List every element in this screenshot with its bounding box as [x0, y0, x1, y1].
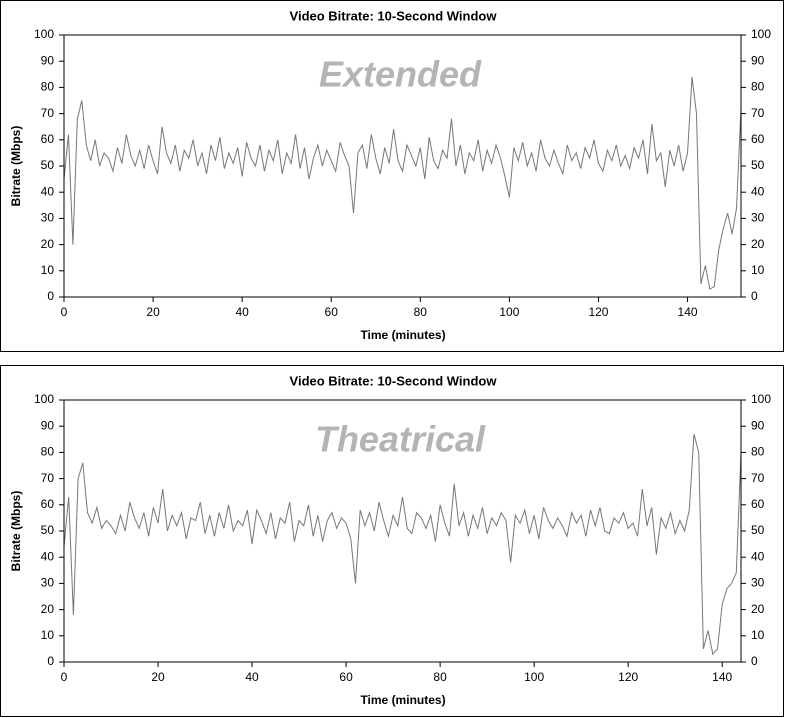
x-tick-label: 20 — [146, 305, 160, 319]
y-tick-label-right: 20 — [751, 237, 765, 251]
y-tick-label: 100 — [34, 27, 54, 41]
x-tick-label: 80 — [433, 670, 447, 684]
y-tick-label-right: 80 — [751, 80, 765, 94]
y-tick-label-right: 0 — [751, 654, 758, 668]
y-tick-label: 30 — [41, 211, 55, 225]
y-tick-label: 0 — [47, 654, 54, 668]
y-tick-label: 70 — [41, 471, 55, 485]
y-tick-label: 20 — [41, 237, 55, 251]
y-tick-label-right: 10 — [751, 263, 765, 277]
x-tick-label: 60 — [325, 305, 339, 319]
x-tick-label: 20 — [151, 670, 165, 684]
y-tick-label: 60 — [41, 132, 55, 146]
x-tick-label: 120 — [618, 670, 638, 684]
x-tick-label: 140 — [678, 305, 698, 319]
y-tick-label: 60 — [41, 497, 55, 511]
chart-title: Video Bitrate: 10-Second Window — [290, 373, 498, 388]
x-tick-label: 0 — [61, 305, 68, 319]
panel-border — [0, 0, 784, 352]
y-tick-label-right: 60 — [751, 497, 765, 511]
y-tick-label-right: 0 — [751, 289, 758, 303]
bitrate-line — [63, 76, 742, 290]
y-tick-label-right: 50 — [751, 158, 765, 172]
watermark: Extended — [319, 54, 482, 95]
y-tick-label: 40 — [41, 549, 55, 563]
x-axis-label: Time (minutes) — [360, 693, 445, 707]
x-tick-label: 100 — [499, 305, 519, 319]
y-tick-label: 90 — [41, 418, 55, 432]
y-tick-label: 30 — [41, 576, 55, 590]
x-tick-label: 40 — [245, 670, 259, 684]
bitrate-line — [63, 433, 742, 656]
y-tick-label-right: 80 — [751, 445, 765, 459]
y-tick-label-right: 60 — [751, 132, 765, 146]
x-tick-label: 100 — [524, 670, 544, 684]
x-axis-label: Time (minutes) — [360, 328, 445, 342]
y-tick-label-right: 70 — [751, 106, 765, 120]
x-tick-label: 40 — [235, 305, 249, 319]
y-tick-label: 20 — [41, 602, 55, 616]
y-axis-label: Bitrate (Mbps) — [9, 126, 23, 207]
y-tick-label-right: 40 — [751, 184, 765, 198]
x-tick-label: 60 — [339, 670, 353, 684]
y-tick-label-right: 50 — [751, 523, 765, 537]
plot-frame — [63, 34, 742, 298]
y-axis-label: Bitrate (Mbps) — [9, 491, 23, 572]
y-tick-label-right: 100 — [751, 392, 771, 406]
y-tick-label: 40 — [41, 184, 55, 198]
y-tick-label-right: 70 — [751, 471, 765, 485]
x-tick-label: 140 — [712, 670, 732, 684]
y-tick-label: 90 — [41, 53, 55, 67]
y-tick-label-right: 20 — [751, 602, 765, 616]
y-tick-label-right: 90 — [751, 53, 765, 67]
y-tick-label: 50 — [41, 158, 55, 172]
y-tick-label-right: 100 — [751, 27, 771, 41]
y-tick-label-right: 90 — [751, 418, 765, 432]
y-tick-label: 0 — [47, 289, 54, 303]
y-tick-label: 100 — [34, 392, 54, 406]
y-tick-label: 80 — [41, 80, 55, 94]
x-tick-label: 80 — [414, 305, 428, 319]
chart-title: Video Bitrate: 10-Second Window — [290, 8, 498, 23]
y-tick-label: 10 — [41, 263, 55, 277]
y-tick-label-right: 30 — [751, 211, 765, 225]
x-tick-label: 0 — [61, 670, 68, 684]
watermark: Theatrical — [315, 419, 486, 460]
panel-border — [0, 365, 784, 717]
y-tick-label-right: 30 — [751, 576, 765, 590]
y-tick-label-right: 40 — [751, 549, 765, 563]
y-tick-label: 10 — [41, 628, 55, 642]
y-tick-label: 70 — [41, 106, 55, 120]
y-tick-label-right: 10 — [751, 628, 765, 642]
y-tick-label: 80 — [41, 445, 55, 459]
x-tick-label: 120 — [588, 305, 608, 319]
plot-frame — [63, 399, 742, 663]
y-tick-label: 50 — [41, 523, 55, 537]
